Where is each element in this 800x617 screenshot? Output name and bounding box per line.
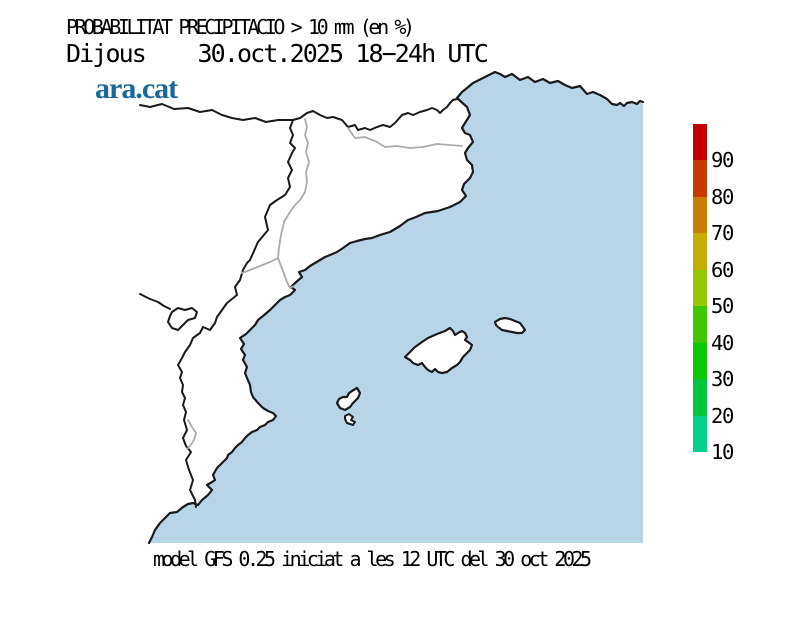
- model-caption: model GFS 0.25 iniciat a les 12 UTC del …: [153, 547, 592, 571]
- province-border-south: [186, 419, 197, 450]
- province-border-lleida: [277, 118, 310, 289]
- aragon-region-border: [177, 119, 296, 508]
- colorbar-segment: [693, 415, 707, 452]
- ara-cat-logo: ara.cat: [95, 72, 178, 105]
- colorbar-tick-label: 70: [711, 221, 734, 246]
- colorbar-tick-label: 40: [711, 330, 734, 355]
- colorbar-tick-label: 10: [711, 439, 734, 464]
- colorbar-tick-label: 90: [711, 148, 734, 173]
- colorbar-tick-label: 50: [711, 293, 734, 318]
- colorbar-tick-labels: 90 80 70 60 50 40 30 20 10: [711, 124, 771, 462]
- inland-enclave-border: [167, 307, 198, 331]
- colorbar-tick-label: 30: [711, 366, 734, 391]
- coastline: [147, 70, 645, 545]
- colorbar-segment: [693, 379, 707, 416]
- colorbar-segment: [693, 342, 707, 380]
- colorbar-segment: [693, 269, 707, 307]
- ibiza-island: [335, 386, 362, 412]
- colorbar-tick-label: 60: [711, 257, 734, 282]
- colorbar-segment: [693, 124, 707, 161]
- formentera-island: [344, 413, 356, 426]
- mallorca-island: [403, 326, 474, 375]
- colorbar-segment: [693, 233, 707, 270]
- page-title: PROBABILITAT PRECIPITACIO > 10 mm (en %): [66, 15, 415, 39]
- province-border-west-branch: [241, 257, 279, 274]
- france-spain-border: [139, 98, 458, 131]
- colorbar-tick-label: 80: [711, 184, 734, 209]
- colorbar-segment: [693, 160, 707, 197]
- colorbar-segment: [693, 306, 707, 343]
- colorbar-segment: [693, 196, 707, 234]
- west-border-fragment: [139, 293, 171, 310]
- province-border-girona: [347, 127, 463, 149]
- colorbar-tick-label: 20: [711, 403, 734, 428]
- menorca-island: [493, 316, 527, 335]
- probability-colorbar: [693, 124, 707, 452]
- page-subtitle-date: Dijous 30.oct.2025 18−24h UTC: [66, 39, 489, 68]
- sea-area: [149, 72, 643, 543]
